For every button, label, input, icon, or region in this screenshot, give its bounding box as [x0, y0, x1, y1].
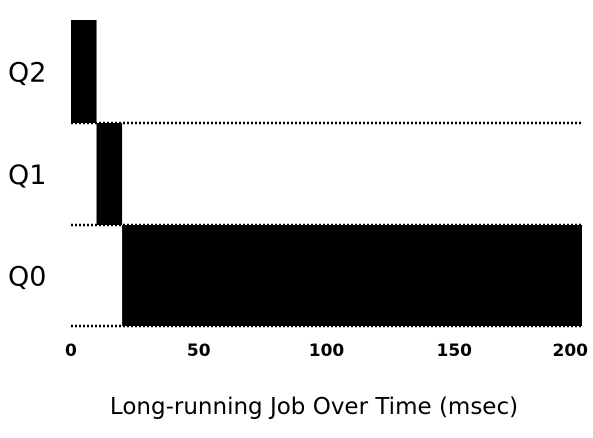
x-tick-label-150: 150	[437, 341, 473, 361]
x-tick-label-0: 0	[65, 341, 77, 361]
x-axis-ticks: 0 50 100 150 200	[65, 341, 588, 361]
x-tick-label-100: 100	[309, 341, 345, 361]
queue-label-q2: Q2	[8, 58, 46, 89]
segment-q0	[122, 225, 582, 326]
job-segments	[71, 20, 582, 326]
x-tick-label-50: 50	[187, 341, 211, 361]
segment-q1	[96, 123, 123, 225]
queue-labels: Q2 Q1 Q0	[8, 58, 46, 293]
queue-label-q1: Q1	[8, 160, 46, 191]
x-axis-title: Long-running Job Over Time (msec)	[110, 394, 518, 420]
x-tick-label-200: 200	[553, 341, 589, 361]
queue-label-q0: Q0	[8, 262, 46, 293]
segment-q2	[71, 20, 97, 123]
